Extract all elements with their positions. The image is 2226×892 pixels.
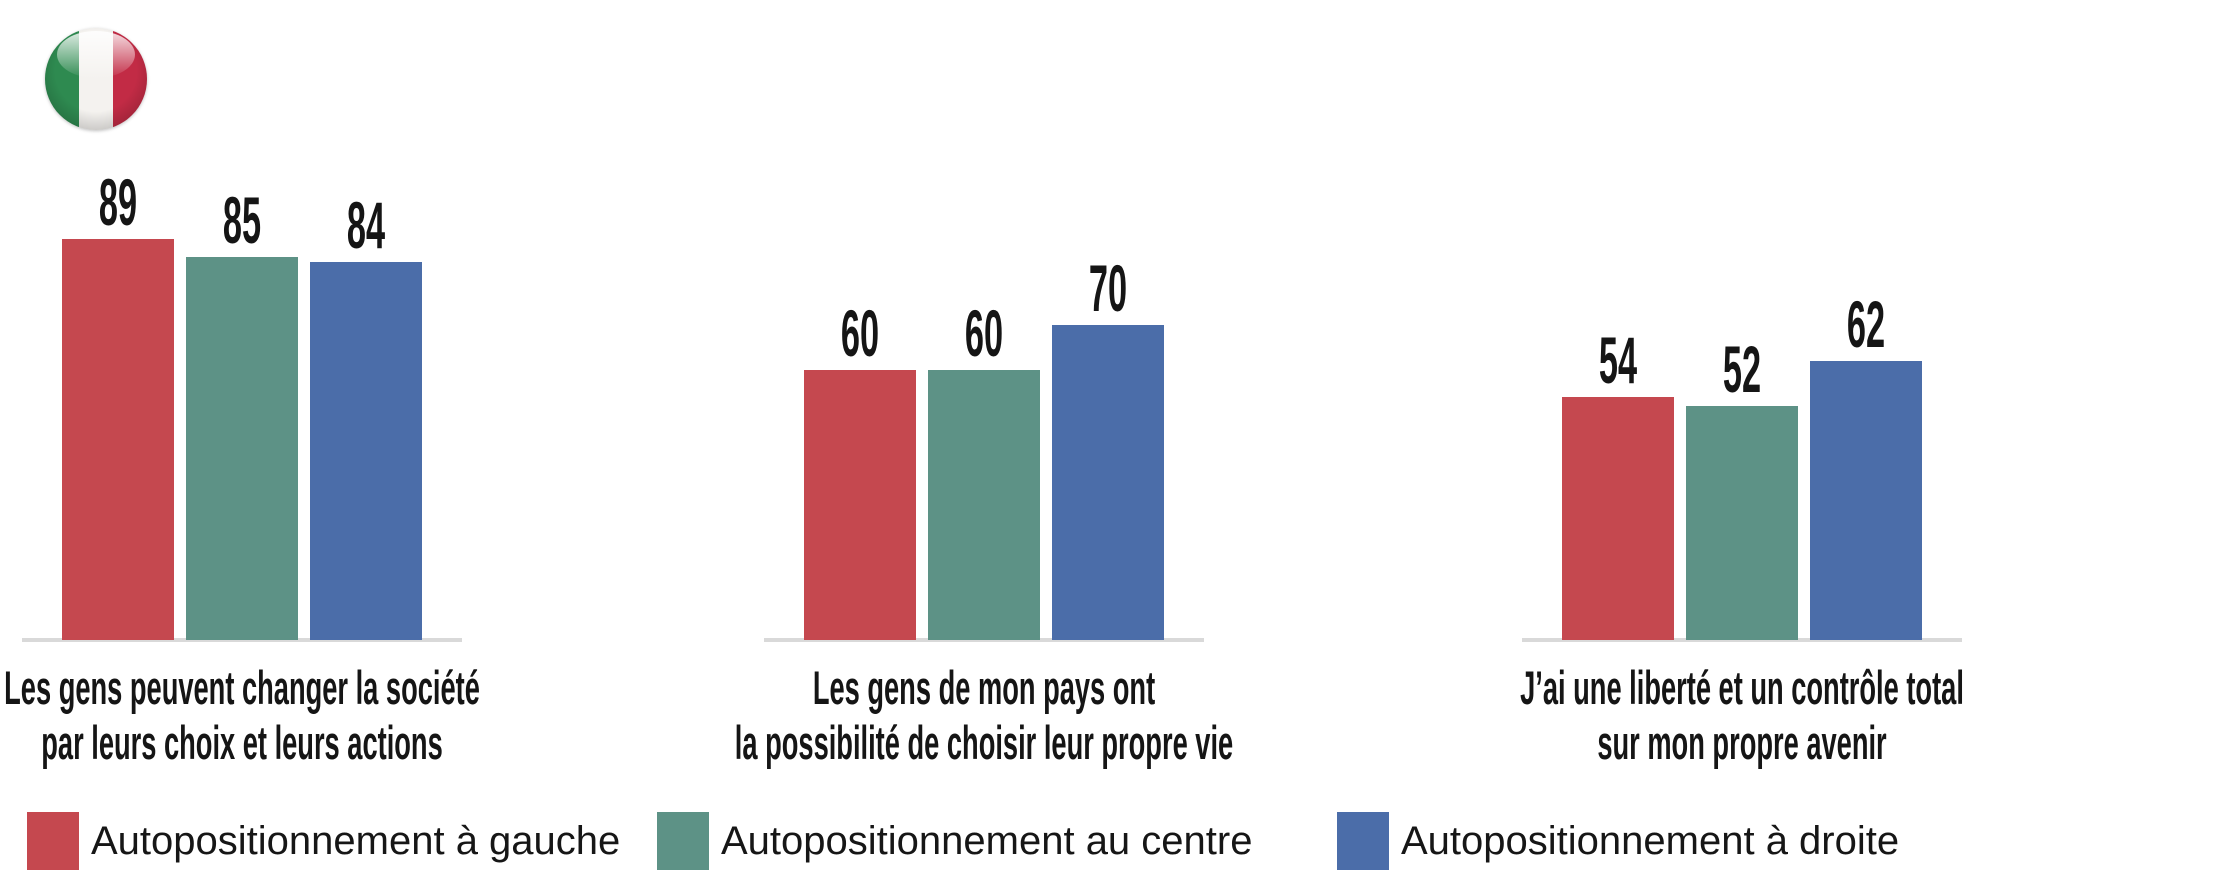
group-caption: Les gens de mon pays ont la possibilité … bbox=[636, 660, 1332, 770]
bar-gauche bbox=[804, 370, 916, 640]
caption-line: la possibilité de choisir leur propre vi… bbox=[734, 716, 1234, 769]
legend-item-centre: Autopositionnement au centre bbox=[657, 810, 1252, 872]
legend-swatch-centre bbox=[657, 812, 709, 870]
bar-value-label: 60 bbox=[964, 296, 1004, 370]
caption-line: Les gens de mon pays ont bbox=[812, 661, 1156, 714]
legend-label: Autopositionnement à gauche bbox=[91, 818, 621, 863]
bar-gauche bbox=[62, 239, 174, 640]
bar-gauche bbox=[1562, 397, 1674, 640]
bar-value-label: 62 bbox=[1846, 287, 1886, 361]
bar-value-label: 89 bbox=[98, 165, 138, 239]
legend-item-droite: Autopositionnement à droite bbox=[1337, 810, 1899, 872]
caption-line: sur mon propre avenir bbox=[1597, 716, 1887, 769]
flag-gloss bbox=[57, 31, 135, 78]
bar-value-label: 54 bbox=[1598, 323, 1638, 397]
bar-group-controle-avenir: 54 52 62 J’ai une liberté et un contrôle t… bbox=[1520, 0, 1964, 892]
legend-item-gauche: Autopositionnement à gauche bbox=[27, 810, 620, 872]
bar-centre bbox=[928, 370, 1040, 640]
bar-value-label: 85 bbox=[222, 183, 262, 257]
bar-value-label: 60 bbox=[840, 296, 880, 370]
group-caption: J’ai une liberté et un contrôle total su… bbox=[1394, 660, 2090, 770]
italy-flag-icon bbox=[45, 28, 147, 130]
legend-label: Autopositionnement à droite bbox=[1401, 818, 1900, 863]
bars-container: 89 85 84 bbox=[22, 0, 462, 892]
legend-swatch-gauche bbox=[27, 812, 79, 870]
bars-container: 60 60 70 bbox=[764, 0, 1204, 892]
bar-droite bbox=[310, 262, 422, 640]
bar-droite bbox=[1052, 325, 1164, 640]
bars-container: 54 52 62 bbox=[1522, 0, 1962, 892]
caption-line: Les gens peuvent changer la société bbox=[4, 661, 480, 714]
x-axis-line bbox=[22, 638, 462, 642]
bar-centre bbox=[1686, 406, 1798, 640]
bar-value-label: 52 bbox=[1722, 332, 1762, 406]
legend-label: Autopositionnement au centre bbox=[721, 818, 1253, 863]
x-axis-line bbox=[764, 638, 1204, 642]
x-axis-line bbox=[1522, 638, 1962, 642]
caption-line: J’ai une liberté et un contrôle total bbox=[1520, 661, 1964, 714]
bar-group-changer-societe: 89 85 84 Les gens peuvent changer la socié… bbox=[4, 0, 480, 892]
bar-centre bbox=[186, 257, 298, 640]
bar-value-label: 70 bbox=[1088, 251, 1128, 325]
bar-group-choisir-vie: 60 60 70 Les gens de mon pays ont la possi… bbox=[735, 0, 1233, 892]
caption-line: par leurs choix et leurs actions bbox=[41, 716, 443, 769]
bar-droite bbox=[1810, 361, 1922, 640]
legend-swatch-droite bbox=[1337, 812, 1389, 870]
group-caption: Les gens peuvent changer la société par … bbox=[0, 660, 590, 770]
bar-value-label: 84 bbox=[346, 188, 386, 262]
